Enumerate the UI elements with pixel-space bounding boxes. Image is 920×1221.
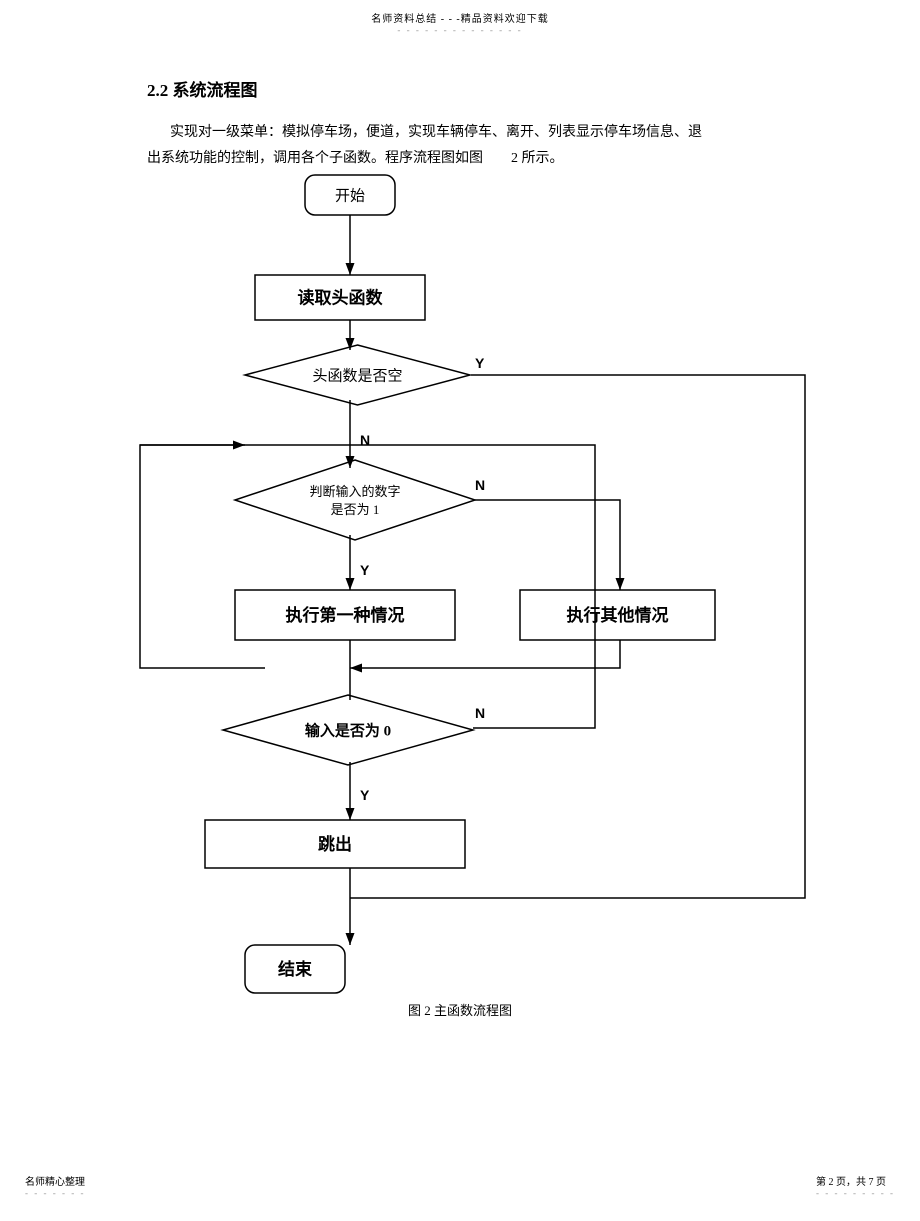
- svg-text:结束: 结束: [278, 959, 312, 979]
- svg-text:输入是否为 0: 输入是否为 0: [305, 721, 391, 739]
- svg-text:Y: Y: [475, 355, 485, 371]
- svg-text:执行第一种情况: 执行第一种情况: [286, 605, 405, 625]
- footer-left: 名师精心整理 - - - - - - -: [25, 1173, 85, 1199]
- svg-text:执行其他情况: 执行其他情况: [567, 605, 669, 625]
- figure-caption: 图 2 主函数流程图: [0, 1000, 920, 1019]
- svg-text:读取头函数: 读取头函数: [298, 287, 384, 307]
- header-text: 名师资料总结 - - -精品资料欢迎下载: [371, 14, 549, 25]
- svg-text:Y: Y: [360, 562, 370, 578]
- flowchart-figure: 开始读取头函数头函数是否空判断输入的数字是否为 1 执行第一种情况 执行其他情况输入…: [125, 170, 825, 1010]
- page-header: 名师资料总结 - - -精品资料欢迎下载 - - - - - - - - - -…: [0, 10, 920, 36]
- svg-text:跳出: 跳出: [318, 834, 352, 854]
- svg-text:开始: 开始: [335, 187, 365, 204]
- footer-right: 第 2 页，共 7 页 - - - - - - - - -: [816, 1173, 895, 1199]
- svg-text:N: N: [475, 705, 485, 721]
- svg-text:是否为 1: 是否为 1: [331, 502, 380, 517]
- flowchart-svg: 开始读取头函数头函数是否空判断输入的数字是否为 1 执行第一种情况 执行其他情况输入…: [125, 170, 825, 1010]
- svg-text:Y: Y: [360, 787, 370, 803]
- paragraph-line1: 实现对一级菜单：模拟停车场，便道，实现车辆停车、离开、列表显示停车场信息、退: [170, 119, 790, 147]
- svg-text:判断输入的数字: 判断输入的数字: [309, 484, 400, 499]
- svg-text:N: N: [475, 477, 485, 493]
- svg-text:头函数是否空: 头函数是否空: [312, 367, 402, 384]
- paragraph-line2: 出系统功能的控制，调用各个子函数。程序流程图如图 2 所示。: [147, 145, 827, 173]
- header-dots: - - - - - - - - - - - - - -: [397, 25, 522, 35]
- section-title: 2.2 系统流程图: [147, 76, 258, 101]
